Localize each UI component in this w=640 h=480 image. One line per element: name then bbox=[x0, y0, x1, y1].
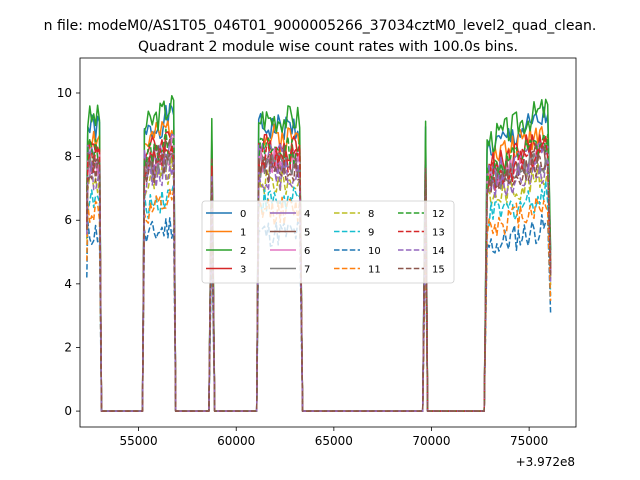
legend-label-15: 15 bbox=[432, 265, 445, 276]
legend-label-6: 6 bbox=[304, 246, 310, 257]
x-tick-label: 65000 bbox=[315, 434, 353, 448]
series-line-8 bbox=[86, 157, 552, 412]
legend-label-1: 1 bbox=[240, 228, 246, 239]
legend-label-14: 14 bbox=[432, 246, 445, 257]
axes-frame bbox=[79, 57, 577, 428]
series-group bbox=[86, 94, 552, 412]
legend-label-2: 2 bbox=[240, 246, 246, 257]
legend-label-9: 9 bbox=[368, 228, 374, 239]
legend-label-4: 4 bbox=[304, 209, 310, 220]
series-line-13 bbox=[86, 138, 552, 412]
y-tick-label: 6 bbox=[64, 213, 72, 227]
suptitle: n file: modeM0/AS1T05_046T01_9000005266_… bbox=[44, 18, 597, 34]
chart-title: Quadrant 2 module wise count rates with … bbox=[138, 39, 518, 55]
legend-label-11: 11 bbox=[368, 265, 381, 276]
series-line-14 bbox=[86, 156, 552, 412]
plot-area: 55000 60000 65000 70000 75000024681001234567… bbox=[57, 57, 577, 448]
y-tick-label: 4 bbox=[64, 277, 72, 291]
series-line-12 bbox=[86, 128, 552, 412]
y-tick-label: 2 bbox=[64, 340, 72, 354]
y-tick-label: 10 bbox=[57, 86, 72, 100]
legend-label-5: 5 bbox=[304, 228, 310, 239]
legend-label-0: 0 bbox=[240, 209, 246, 220]
y-tick-label: 0 bbox=[64, 404, 72, 418]
x-tick-label: 70000 bbox=[412, 434, 450, 448]
x-tick-label: 55000 bbox=[119, 434, 157, 448]
series-line-2 bbox=[86, 94, 552, 412]
y-tick-label: 8 bbox=[64, 150, 72, 164]
x-tick-label: 75000 bbox=[510, 434, 548, 448]
legend-label-3: 3 bbox=[240, 265, 246, 276]
legend-label-8: 8 bbox=[368, 209, 374, 220]
x-tick-label: 60000 bbox=[217, 434, 255, 448]
series-line-15 bbox=[86, 153, 552, 412]
legend-label-7: 7 bbox=[304, 265, 310, 276]
legend-label-10: 10 bbox=[368, 246, 381, 257]
series-line-0 bbox=[86, 103, 552, 412]
legend-box bbox=[201, 200, 455, 284]
x-offset-label: +3.972e8 bbox=[516, 455, 575, 469]
legend-label-13: 13 bbox=[432, 228, 445, 239]
legend-label-12: 12 bbox=[432, 209, 445, 220]
